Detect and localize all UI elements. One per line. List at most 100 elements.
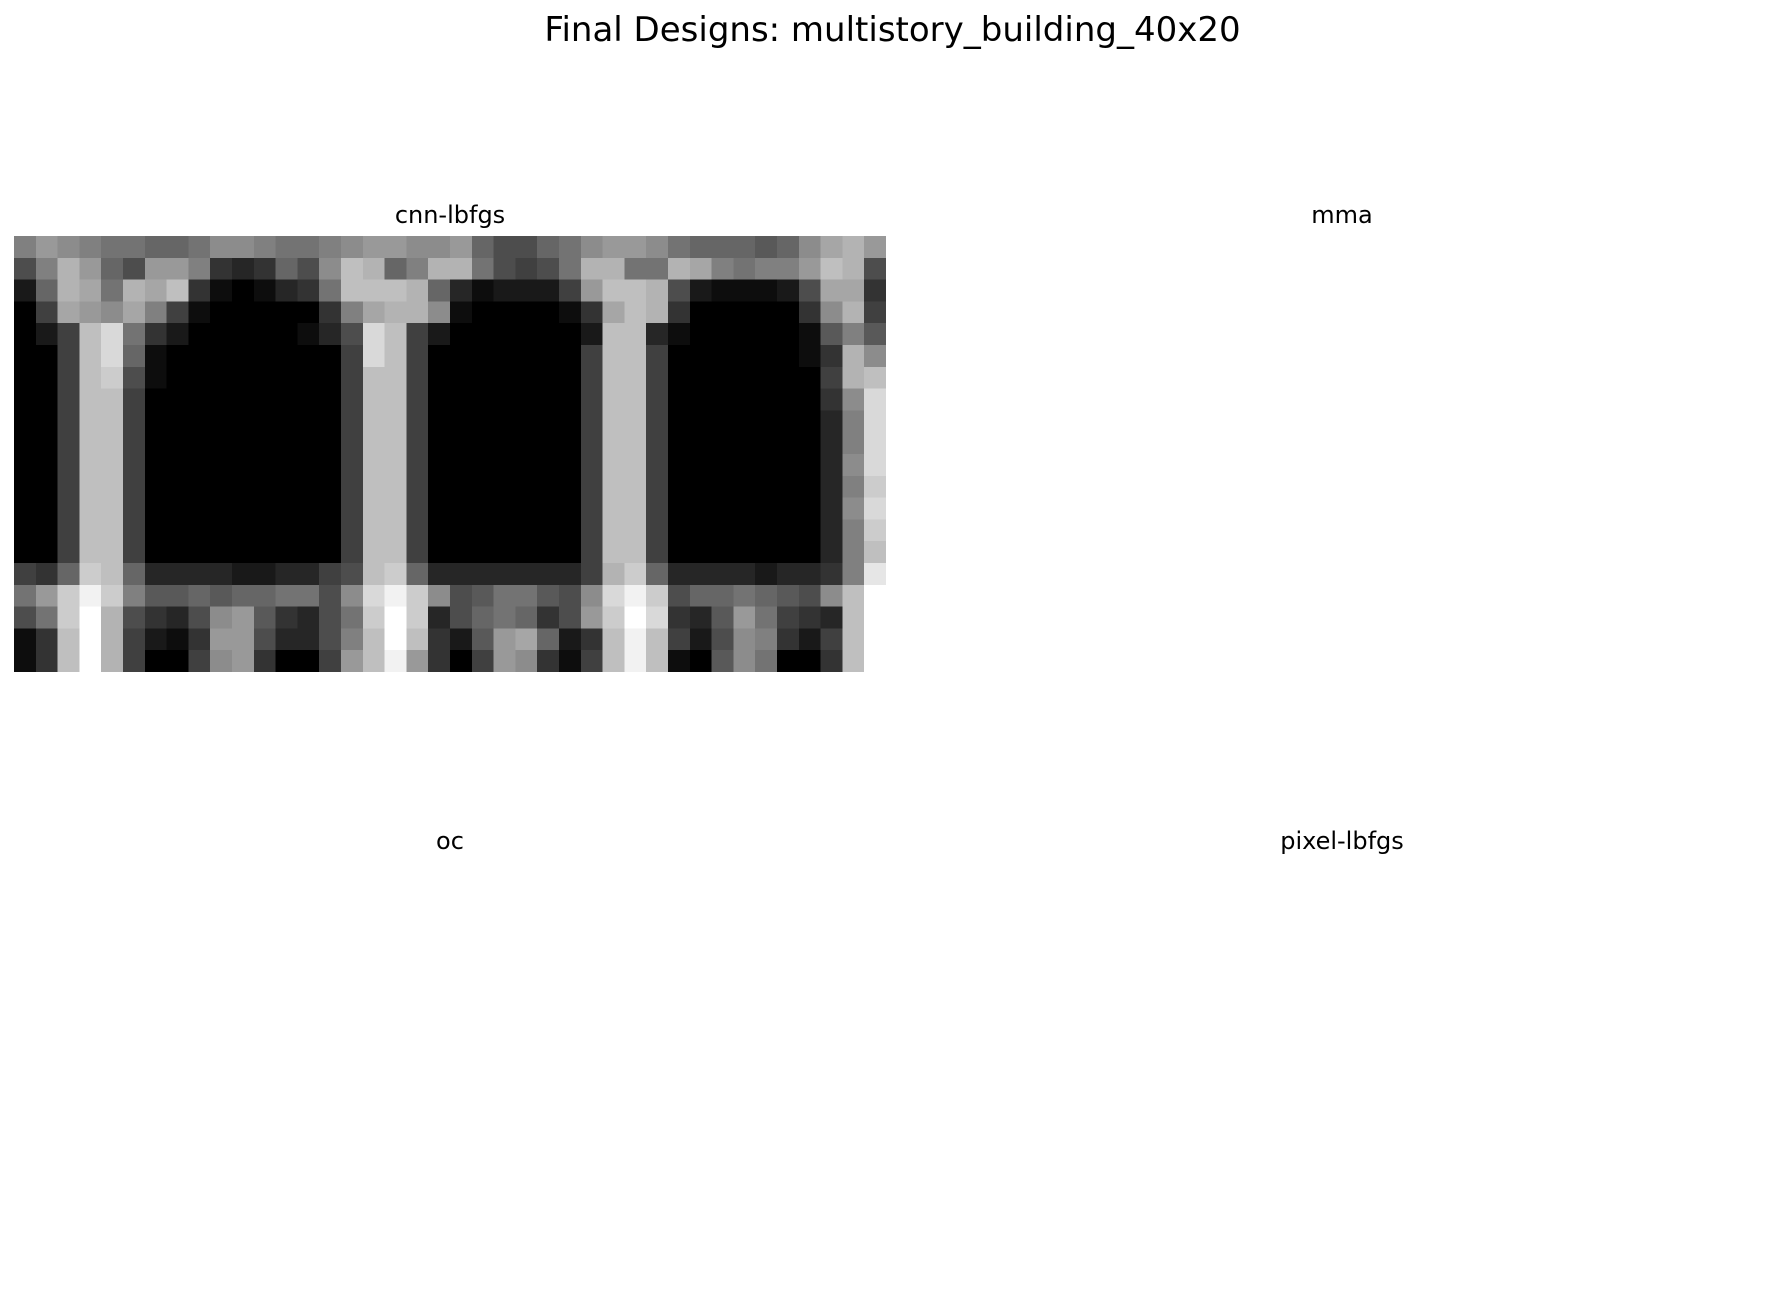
heatmap-cell-r16-c12 [275,584,298,608]
heatmap-cell-r15-c8 [188,563,211,586]
heatmap-cell-r7-c39 [864,388,886,411]
heatmap-cell-r10-c0 [14,454,37,477]
heatmap-cell-r3-c34 [755,301,778,324]
heatmap-cell-r1-c2 [57,257,80,281]
heatmap-cell-r17-c18 [406,606,429,629]
heatmap-cell-r9-c30 [668,432,691,455]
heatmap-cell-r12-c0 [14,497,37,520]
heatmap-cell-r8-c25 [559,410,582,433]
heatmap-cell-r15-c15 [341,563,364,586]
heatmap-cell-r10-c24 [537,454,560,477]
heatmap-cell-r0-c12 [275,236,298,259]
heatmap-cell-r4-c33 [733,323,756,346]
heatmap-cell-r4-c7 [166,323,189,346]
heatmap-cell-r10-c6 [144,454,168,477]
heatmap-cell-r5-c1 [35,345,59,368]
heatmap-cell-r1-c15 [341,257,364,281]
heatmap-cell-r6-c7 [166,366,189,390]
heatmap-cell-r5-c28 [624,345,647,368]
heatmap-cell-r13-c38 [842,519,865,542]
heatmap-cell-r4-c38 [842,323,865,346]
heatmap-cell-r14-c27 [602,541,625,564]
heatmap-cell-r18-c29 [646,628,669,651]
heatmap-cell-r16-c21 [471,584,495,608]
heatmap-cell-r14-c13 [297,541,320,564]
heatmap-cell-r19-c39 [864,650,886,672]
heatmap-cell-r3-c9 [210,301,233,324]
heatmap-cell-r2-c7 [166,279,189,302]
heatmap-cell-r4-c20 [450,323,473,346]
heatmap-cell-r0-c2 [57,236,80,259]
heatmap-cell-r0-c21 [471,236,495,259]
heatmap-cell-r5-c23 [515,345,538,368]
heatmap-cell-r14-c6 [144,541,168,564]
heatmap-cell-r3-c37 [820,301,843,324]
heatmap-cell-r12-c5 [123,497,146,520]
heatmap-cell-r12-c9 [210,497,233,520]
heatmap-cell-r5-c20 [450,345,473,368]
heatmap-cell-r9-c36 [798,432,822,455]
heatmap-cell-r3-c4 [101,301,124,324]
heatmap-cell-r14-c14 [319,541,342,564]
heatmap-cell-r8-c35 [777,410,800,433]
heatmap-cell-r12-c30 [668,497,691,520]
heatmap-cell-r17-c11 [253,606,277,629]
heatmap-cell-r3-c25 [559,301,582,324]
heatmap-cell-r6-c31 [689,366,713,390]
heatmap-cell-r12-c27 [602,497,625,520]
panel-pixel-lbfgs: pixel-lbfgs [906,826,1778,1302]
heatmap-cell-r0-c1 [35,236,59,259]
heatmap-cell-r12-c20 [450,497,473,520]
heatmap-cell-r1-c27 [602,257,625,281]
heatmap-cell-r5-c24 [537,345,560,368]
heatmap-cell-r6-c5 [123,366,146,390]
heatmap-cell-r18-c13 [297,628,320,651]
heatmap-cell-r12-c3 [79,497,102,520]
heatmap-cell-r13-c31 [689,519,713,542]
heatmap-cell-r1-c10 [232,257,255,281]
heatmap-cell-r2-c37 [820,279,843,302]
heatmap-cell-r15-c2 [57,563,80,586]
heatmap-cell-r0-c19 [428,236,451,259]
heatmap-cell-r15-c20 [450,563,473,586]
heatmap-cell-r6-c30 [668,366,691,390]
heatmap-cell-r9-c6 [144,432,168,455]
heatmap-cell-r17-c24 [537,606,560,629]
heatmap-cell-r9-c28 [624,432,647,455]
heatmap-cell-r8-c23 [515,410,538,433]
heatmap-cell-r10-c5 [123,454,146,477]
heatmap-cell-r13-c10 [232,519,255,542]
heatmap-cell-r4-c1 [35,323,59,346]
panel-cnn-lbfgs: cnn-lbfgs [14,200,886,676]
heatmap-cell-r13-c28 [624,519,647,542]
heatmap-cell-r14-c39 [864,541,886,564]
heatmap-cell-r10-c2 [57,454,80,477]
heatmap-cell-r18-c32 [711,628,734,651]
heatmap-cell-r0-c39 [864,236,886,259]
heatmap-cell-r16-c4 [101,584,124,608]
heatmap-cell-r18-c23 [515,628,538,651]
heatmap-cell-r11-c5 [123,475,146,499]
heatmap-cell-r7-c30 [668,388,691,411]
heatmap-cell-r3-c15 [341,301,364,324]
heatmap-cell-r13-c18 [406,519,429,542]
heatmap-cell-r19-c1 [35,650,59,672]
heatmap-cell-r11-c6 [144,475,168,499]
heatmap-cell-r9-c24 [537,432,560,455]
figure-title: Final Designs: multistory_building_40x20 [544,10,1241,50]
heatmap-cell-r9-c0 [14,432,37,455]
heatmap-cell-r13-c25 [559,519,582,542]
heatmap-cell-r1-c17 [384,257,407,281]
heatmap-cell-r2-c2 [57,279,80,302]
heatmap-cell-r12-c22 [493,497,516,520]
heatmap-cell-r12-c32 [711,497,734,520]
heatmap-cell-r4-c3 [79,323,102,346]
heatmap-cell-r3-c20 [450,301,473,324]
heatmap-cell-r6-c1 [35,366,59,390]
heatmap-cell-r14-c2 [57,541,80,564]
heatmap-cell-r18-c34 [755,628,778,651]
heatmap-cell-r17-c4 [101,606,124,629]
heatmap-cell-r11-c33 [733,475,756,499]
heatmap-cell-r16-c6 [144,584,168,608]
heatmap-cell-r10-c28 [624,454,647,477]
